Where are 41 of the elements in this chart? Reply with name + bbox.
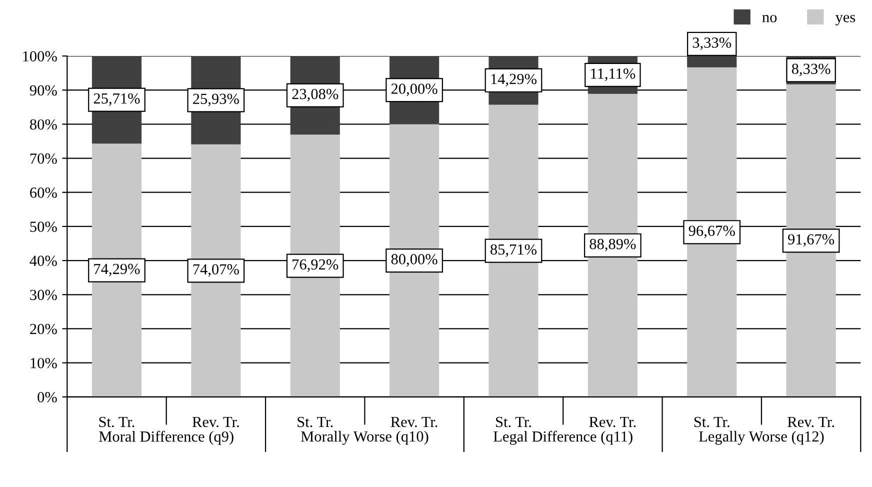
x-tick-label: St. Tr. xyxy=(694,416,730,428)
x-tick-label: St. Tr. xyxy=(99,416,134,428)
y-tick-label: 10% xyxy=(30,358,57,368)
y-tick-label: 80% xyxy=(30,119,57,130)
data-label: 96,67% xyxy=(688,226,735,238)
x-tick-label: St. Tr. xyxy=(496,416,531,428)
x-tick-label: Rev. Tr. xyxy=(390,416,438,428)
text: Morally Worse (q10) xyxy=(300,430,428,445)
data-label: 20,00% xyxy=(391,84,438,96)
text: Moral Difference (q9) xyxy=(99,430,234,445)
data-label: 74,29% xyxy=(94,264,140,276)
y-tick-label: 0% xyxy=(38,392,57,402)
data-label: 25,71% xyxy=(94,93,140,106)
y-tick-label: 20% xyxy=(30,324,57,334)
data-label: 3,33% xyxy=(692,37,732,50)
data-label: 88,89% xyxy=(590,238,636,252)
x-tick-label: Rev. Tr. xyxy=(589,416,636,428)
data-label: 11,11% xyxy=(591,68,636,81)
x-tick-label: St. Tr. xyxy=(298,416,333,428)
y-tick-label: 90% xyxy=(30,85,57,96)
data-label: 23,08% xyxy=(292,88,338,102)
y-tick-label: 60% xyxy=(30,188,57,198)
y-tick-label: 30% xyxy=(30,290,57,300)
text: Legal Difference (q11) xyxy=(494,430,632,445)
x-tick-label: Rev. Tr. xyxy=(192,416,239,428)
data-label: 85,71% xyxy=(490,244,537,257)
data-label: 8,33% xyxy=(792,64,830,76)
legend-label: yes xyxy=(835,14,856,26)
y-tick-label: 50% xyxy=(30,222,57,232)
y-tick-label: 70% xyxy=(30,153,57,164)
text: Legally Worse (q12) xyxy=(699,430,824,445)
x-tick-label: Rev. Tr. xyxy=(788,416,834,428)
legend-label: no xyxy=(762,14,777,22)
data-label: 80,00% xyxy=(391,254,438,267)
data-label: 14,29% xyxy=(491,74,537,86)
data-label: 76,92% xyxy=(292,259,338,272)
data-label: 25,93% xyxy=(193,94,239,106)
data-label: 91,67% xyxy=(788,234,834,247)
data-label: 74,07% xyxy=(193,264,239,277)
y-tick-label: 100% xyxy=(23,51,57,62)
y-tick-label: 40% xyxy=(30,256,57,266)
